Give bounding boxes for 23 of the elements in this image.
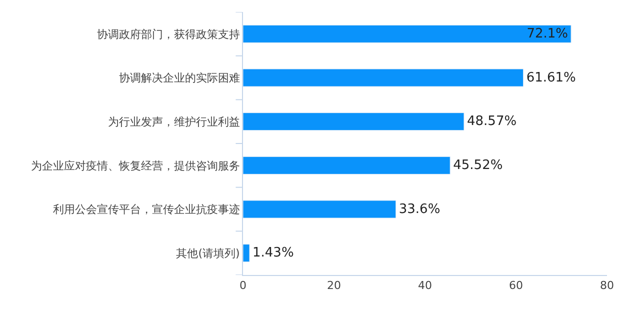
x-tick-label: 20	[327, 279, 341, 292]
y-tick-label: 利用公会宣传平台，宣传企业抗疫事迹	[52, 203, 240, 216]
bar	[243, 112, 464, 131]
data-label: 48.57%	[466, 114, 517, 130]
bar	[243, 68, 524, 87]
bar	[243, 200, 396, 218]
data-label: 1.43%	[252, 246, 294, 261]
data-label: 61.61%	[526, 70, 576, 86]
bar	[243, 244, 250, 262]
x-tick-label: 80	[600, 279, 614, 292]
data-label: 72.1%	[526, 26, 568, 42]
y-tick-label: 其他(请填列)	[176, 246, 240, 260]
bar	[243, 24, 572, 43]
bar	[243, 156, 450, 174]
x-tick-label: 0	[240, 279, 246, 292]
data-label: 33.6%	[398, 202, 440, 217]
y-tick-label: 协调解决企业的实际困难	[118, 72, 240, 85]
y-tick-label: 为企业应对疫情、恢复经营，提供咨询服务	[30, 159, 240, 172]
x-tick-label: 40	[418, 279, 432, 292]
y-tick-label: 协调政府部门，获得政策支持	[96, 28, 240, 41]
x-tick-label: 60	[509, 279, 523, 292]
data-label: 45.52%	[453, 158, 503, 173]
y-tick-label: 为行业发声，维护行业利益	[108, 115, 240, 128]
